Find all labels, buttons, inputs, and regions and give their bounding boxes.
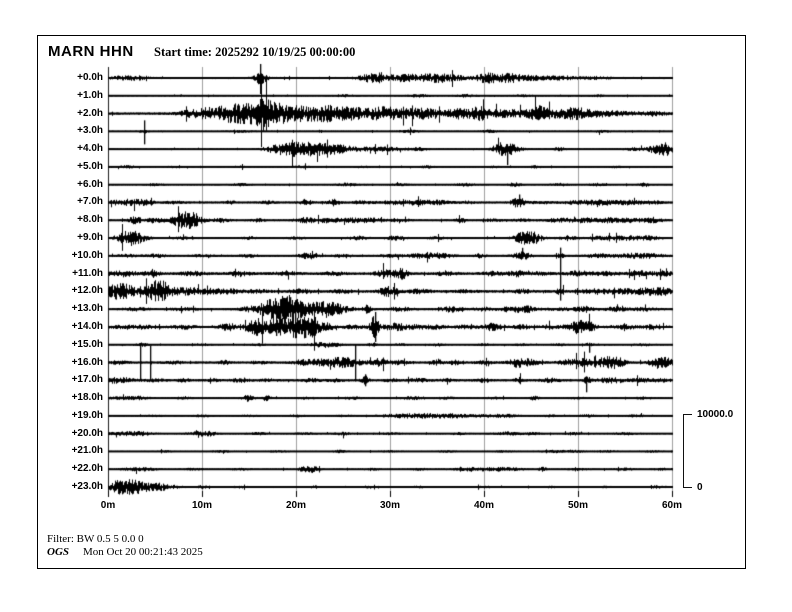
hour-trace-label: +8.0h xyxy=(77,214,103,226)
hour-trace-label: +4.0h xyxy=(77,143,103,155)
filter-info: Filter: BW 0.5 5 0.0 0 xyxy=(47,533,144,545)
hour-trace-label: +3.0h xyxy=(77,125,103,137)
footer-line: OGS Mon Oct 20 00:21:43 2025 xyxy=(47,546,203,558)
hour-trace-label: +10.0h xyxy=(71,249,103,261)
scale-min-label: 0 xyxy=(697,482,703,493)
minute-tick-label: 30m xyxy=(379,500,401,511)
hour-trace-label: +6.0h xyxy=(77,178,103,190)
hour-trace-label: +20.0h xyxy=(71,427,103,439)
minute-tick-label: 60m xyxy=(661,500,683,511)
hour-trace-label: +13.0h xyxy=(71,303,103,315)
hour-trace-label: +14.0h xyxy=(71,320,103,332)
hour-trace-label: +11.0h xyxy=(72,267,103,279)
hour-trace-label: +7.0h xyxy=(77,196,103,208)
scale-max-label: 10000.0 xyxy=(697,409,734,420)
minute-tick-label: 50m xyxy=(567,500,589,511)
scale-bracket-vertical xyxy=(683,414,684,488)
minute-tick-label: 20m xyxy=(285,500,307,511)
agency-label: OGS xyxy=(47,546,70,558)
minute-tick-label: 10m xyxy=(191,500,213,511)
hour-trace-label: +9.0h xyxy=(77,232,103,244)
minute-tick-label: 0m xyxy=(100,500,116,511)
hour-trace-label: +17.0h xyxy=(71,374,103,386)
hour-trace-label: +12.0h xyxy=(71,285,103,297)
scale-bracket-top-tick xyxy=(683,414,692,415)
hour-trace-label: +16.0h xyxy=(71,356,103,368)
hour-trace-label: +18.0h xyxy=(71,392,103,404)
minute-tick-label: 40m xyxy=(473,500,495,511)
hour-trace-label: +22.0h xyxy=(71,463,103,475)
scale-bracket-bottom-tick xyxy=(683,487,692,488)
hour-trace-label: +2.0h xyxy=(77,107,103,119)
hour-trace-label: +19.0h xyxy=(71,409,103,421)
hour-trace-label: +23.0h xyxy=(71,481,103,492)
generated-timestamp: Mon Oct 20 00:21:43 2025 xyxy=(83,546,203,558)
hour-trace-label: +15.0h xyxy=(71,338,103,350)
hour-trace-label: +21.0h xyxy=(71,445,103,457)
hour-trace-label: +5.0h xyxy=(77,160,103,172)
hour-trace-label: +1.0h xyxy=(77,89,103,101)
hour-trace-label: +0.0h xyxy=(77,72,103,83)
